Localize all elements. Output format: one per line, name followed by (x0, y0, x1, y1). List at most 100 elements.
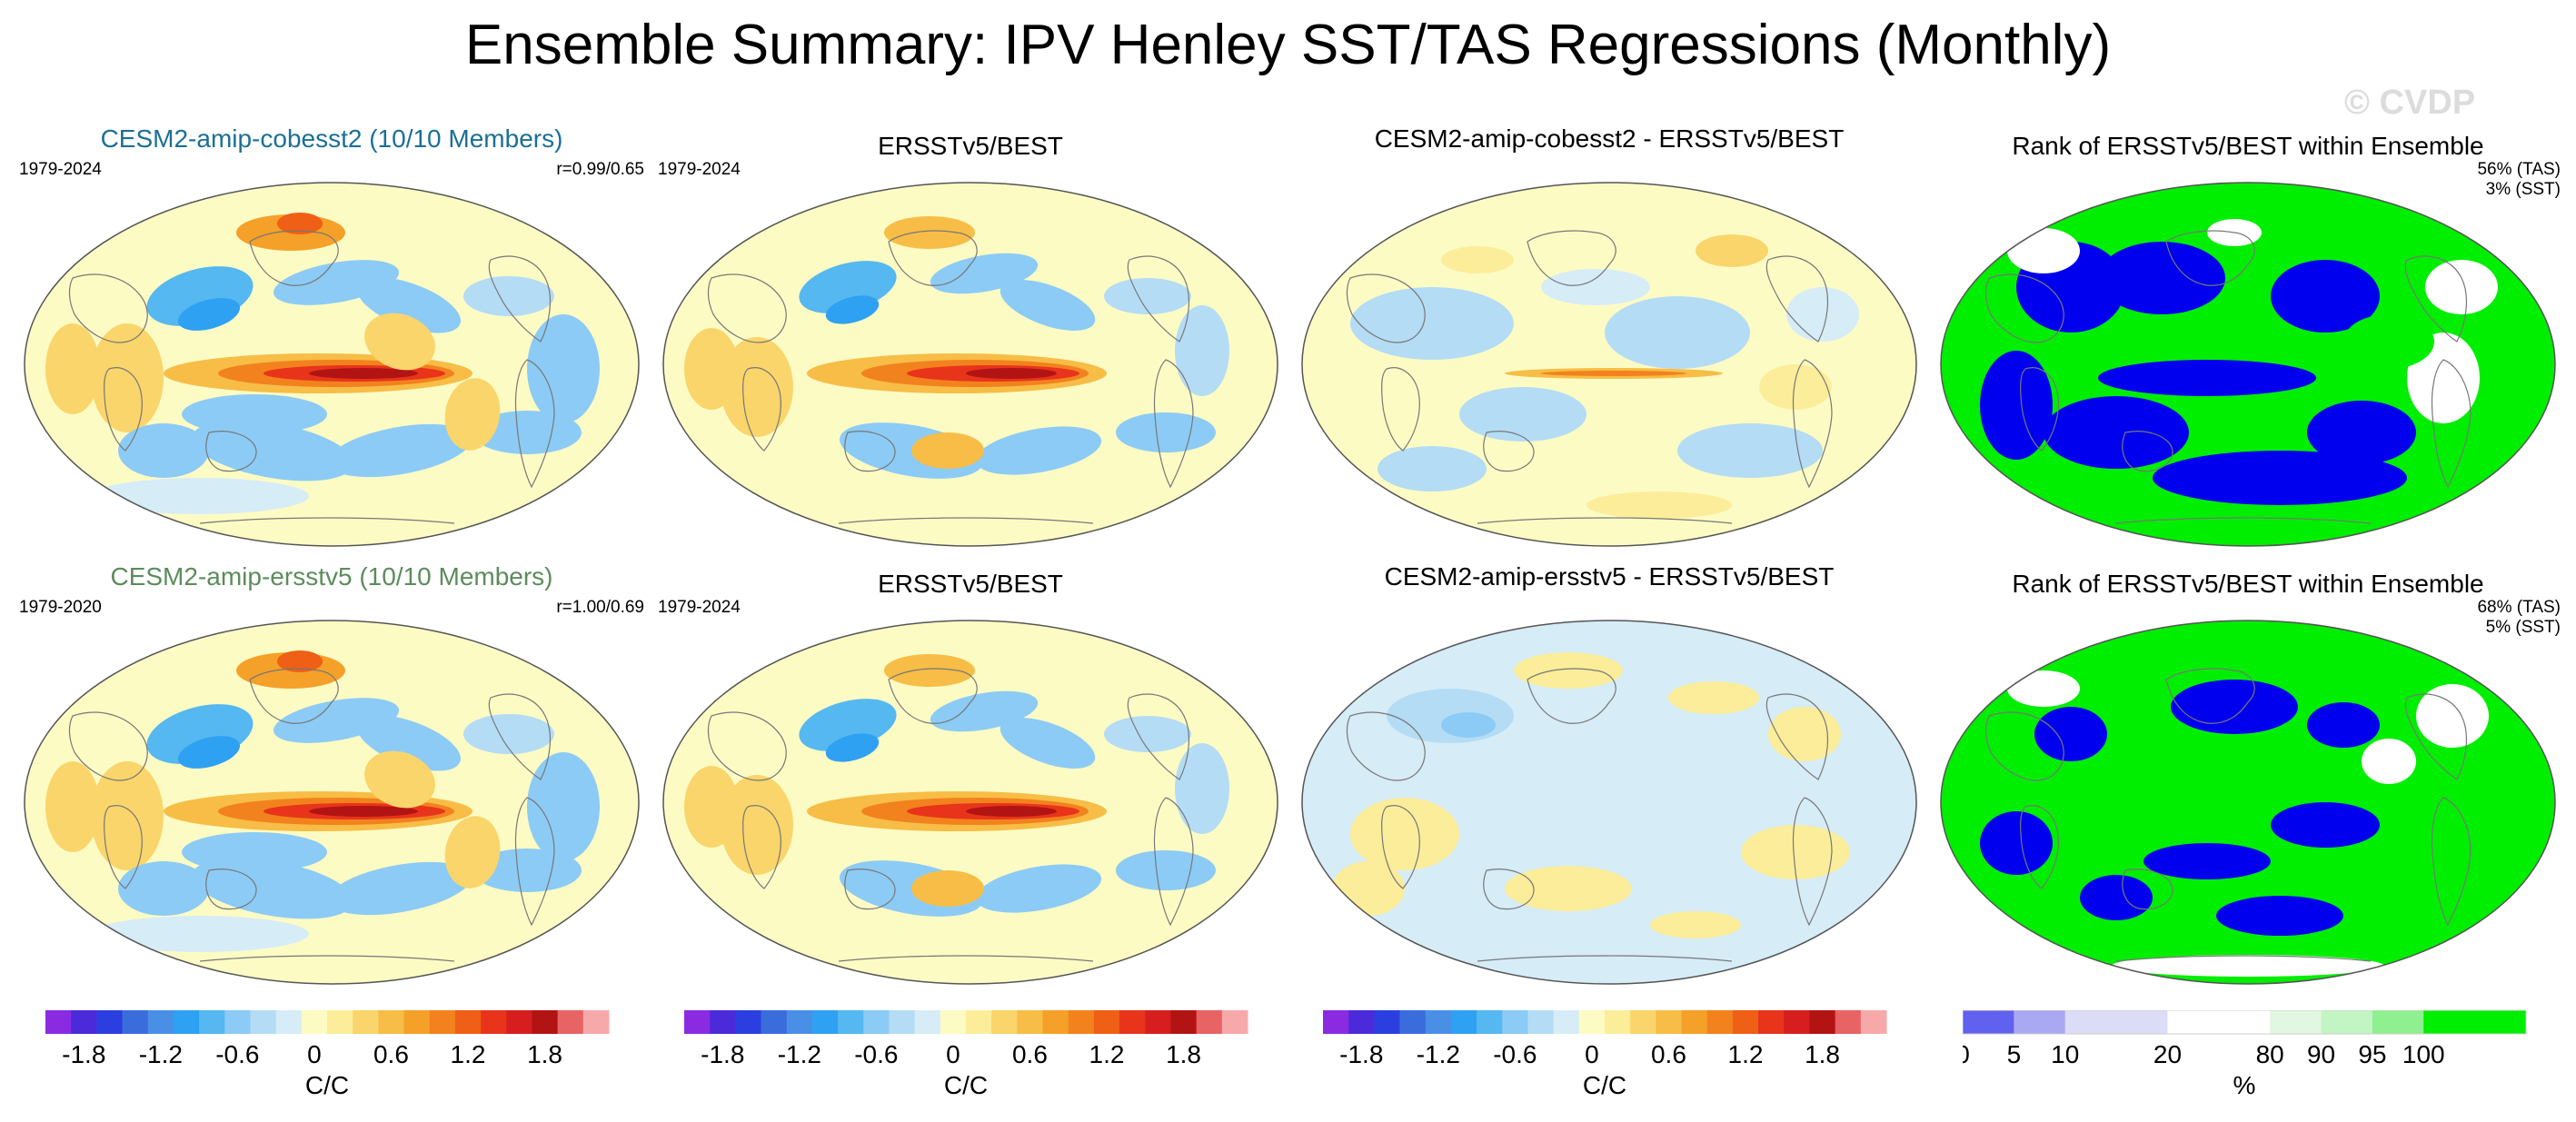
colorbar-3: -1.8 -1.2 -0.6 0 0.6 1.2 1.8 C/C (1323, 1010, 1895, 1119)
colorbar-tick-label: -1.8 (1339, 1040, 1383, 1068)
field-region (277, 650, 323, 672)
map-border (662, 620, 1278, 985)
colorbar-swatch (1068, 1010, 1095, 1034)
coastline (2431, 797, 2472, 927)
field-region (975, 864, 1102, 913)
field-region (1441, 246, 1514, 273)
colorbar-tick-label: 100 (2402, 1040, 2445, 1068)
coastline (1765, 255, 1828, 343)
colorbar-tick-label: 1.2 (451, 1040, 486, 1068)
colorbar-tick-label: 0.6 (1651, 1040, 1686, 1068)
colorbar-tick-label: 1.8 (1805, 1040, 1840, 1068)
map-border (1301, 620, 1917, 985)
panel-diff-cobesst2: CESM2-amip-cobesst2 - ERSSTv5/BEST (1291, 124, 1927, 551)
field-region (182, 394, 327, 434)
panel-title: Rank of ERSSTv5/BEST within Ensemble (2012, 132, 2484, 160)
colorbar-swatch (811, 1010, 839, 1034)
field-region (309, 368, 418, 379)
coastline (2431, 359, 2472, 489)
colorbar-swatch (2064, 1010, 2168, 1034)
field-region (1605, 296, 1750, 369)
coastline (888, 668, 978, 724)
field-region (1175, 743, 1229, 834)
coastline (1483, 431, 1535, 472)
field-region (825, 295, 880, 324)
coastline (2122, 869, 2173, 910)
coastline (2115, 517, 2372, 524)
field-region (2044, 396, 2189, 469)
coastline (488, 693, 551, 780)
colorbar-swatch (1835, 1010, 1862, 1034)
map-border (1940, 182, 2556, 547)
colorbar-swatch (940, 1010, 967, 1034)
coastline (1153, 797, 1194, 927)
colorbar-swatch (557, 1010, 584, 1034)
coastline (2165, 668, 2255, 724)
colorbar-swatch (1784, 1010, 1810, 1034)
panel-obs-2: ERSSTv5/BEST 1979-2024 (652, 561, 1288, 988)
panel-rank-ersstv5: Rank of ERSSTv5/BEST within Ensemble 68%… (1930, 561, 2566, 988)
field-region (91, 323, 164, 432)
coastline (2020, 805, 2059, 889)
colorbar-tick-label: 0 (1963, 1040, 1970, 1068)
coastline (1984, 273, 2064, 343)
colorbar-swatch (1221, 1010, 1248, 1034)
colorbar-swatch (1374, 1010, 1401, 1034)
field-region (1541, 269, 1650, 305)
colorbar-swatch (1450, 1010, 1477, 1034)
colorbar-swatch (1553, 1010, 1580, 1034)
colorbar-svg: -1.8 -1.2 -0.6 0 0.6 1.2 1.8 C/C (1323, 1010, 1887, 1099)
panel-period: 1979-2020 (19, 598, 102, 617)
colorbar-swatch (786, 1010, 813, 1034)
colorbar-swatch (863, 1010, 890, 1034)
coastline (249, 230, 339, 286)
colorbar-tick-label: -0.6 (1493, 1040, 1537, 1068)
field-region (177, 298, 241, 331)
colorbar-tick-label: 20 (2153, 1040, 2182, 1068)
colorbar-swatch (45, 1010, 72, 1034)
colorbar-swatch (199, 1010, 225, 1034)
panel-diff-ersstv5: CESM2-amip-ersstv5 - ERSSTv5/BEST (1291, 561, 1927, 988)
panel-period: 1979-2024 (19, 160, 102, 179)
colorbar-tick-label: 1.2 (1728, 1040, 1764, 1068)
panel-period: 1979-2024 (658, 598, 741, 617)
colorbar-swatch (582, 1010, 610, 1034)
coastline (249, 668, 339, 724)
colorbar-swatch (2321, 1010, 2373, 1034)
field-region (192, 858, 353, 919)
colorbar-swatch (301, 1010, 328, 1034)
field-region (182, 832, 327, 872)
map-plot (1301, 182, 1917, 547)
colorbar-swatch (275, 1010, 303, 1034)
colorbar-swatch (1170, 1010, 1198, 1034)
field-region (721, 337, 793, 437)
field-region (91, 478, 309, 514)
field-region (2171, 680, 2298, 734)
colorbar-swatch (1860, 1010, 1887, 1034)
field-region (527, 752, 600, 861)
coastline (1765, 693, 1828, 780)
colorbar-tick-label: 1.8 (1166, 1040, 1201, 1068)
field-region (2362, 739, 2416, 784)
field-region (2216, 896, 2343, 936)
field-region (472, 411, 582, 454)
panel-rank-cobesst2: Rank of ERSSTv5/BEST within Ensemble 56%… (1930, 124, 2566, 551)
field-region (2425, 260, 2498, 314)
colorbar-swatch (1527, 1010, 1555, 1034)
coastline (2404, 693, 2467, 780)
coastline (742, 805, 781, 889)
field-region (2416, 684, 2489, 748)
colorbar-tick-label: 5 (2007, 1040, 2022, 1068)
colorbar-swatch (353, 1010, 379, 1034)
colorbar-2: -1.8 -1.2 -0.6 0 0.6 1.2 1.8 C/C (684, 1010, 1257, 1119)
field-region (118, 861, 209, 916)
field-region (357, 277, 461, 333)
coastline (68, 711, 148, 781)
colorbar-swatch (1323, 1010, 1349, 1034)
field-region (2034, 707, 2107, 761)
panel-title: CESM2-amip-ersstv5 (10/10 Members) (110, 562, 553, 591)
field-region (2307, 702, 2380, 748)
colorbar-swatch (1196, 1010, 1223, 1034)
colorbar-tick-label: 0 (946, 1040, 960, 1068)
field-region (2307, 401, 2416, 464)
